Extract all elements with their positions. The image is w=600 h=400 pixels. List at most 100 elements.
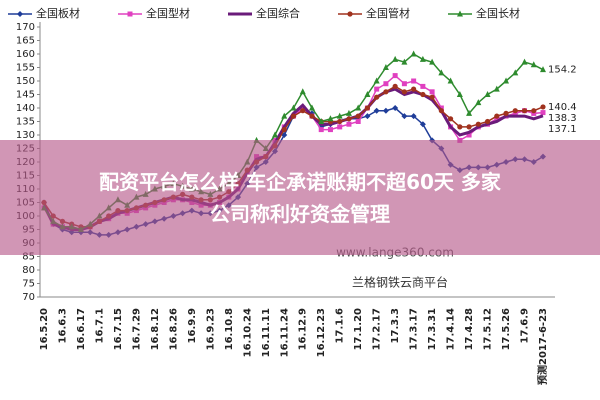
x-tick-label: 17.2.17 — [372, 308, 383, 350]
marker — [355, 104, 362, 111]
marker — [401, 81, 407, 87]
legend-label: 全国型材 — [146, 6, 190, 20]
end-value-label: 138.3 — [548, 113, 577, 124]
watermark-brand: 兰格钢铁云商平台 — [352, 275, 448, 290]
marker — [503, 77, 510, 84]
y-tick-label: 80 — [22, 265, 35, 276]
x-tick-label: 16.8.12 — [150, 308, 161, 350]
marker — [438, 108, 444, 114]
marker — [327, 115, 334, 122]
marker — [429, 94, 435, 100]
marker — [420, 91, 426, 98]
marker — [281, 127, 287, 133]
y-tick-label: 130 — [16, 130, 35, 141]
marker — [364, 105, 371, 111]
y-tick-label: 85 — [22, 252, 35, 263]
marker — [466, 132, 472, 138]
x-tick-label: 17.4.14 — [446, 308, 457, 350]
x-tick-label: 16.6.3 — [57, 308, 68, 343]
x-tick-label: 17.4.28 — [464, 308, 475, 350]
x-tick-label: 17.5.26 — [501, 308, 512, 350]
marker — [346, 116, 352, 122]
y-tick-label: 170 — [16, 22, 35, 33]
marker — [392, 73, 398, 79]
marker — [475, 99, 482, 106]
x-tick-label: 17.1.20 — [353, 308, 364, 350]
marker — [429, 89, 435, 95]
x-tick-label: 16.5.20 — [39, 308, 50, 350]
marker — [373, 77, 380, 84]
end-value-label: 137.1 — [548, 124, 577, 135]
marker — [531, 110, 537, 116]
marker — [411, 78, 417, 84]
marker — [419, 121, 426, 128]
y-tick-label: 150 — [16, 76, 35, 87]
marker — [300, 108, 306, 114]
marker — [503, 110, 509, 116]
x-tick-label: 预测2017-6-23 — [536, 308, 549, 385]
end-value-label: 154.2 — [548, 65, 577, 76]
marker — [290, 104, 297, 111]
marker — [392, 55, 399, 62]
marker — [512, 110, 518, 116]
x-tick-label: 16.12.9 — [298, 308, 309, 350]
y-tick-label: 145 — [16, 90, 35, 101]
marker — [530, 61, 537, 68]
marker — [494, 113, 500, 119]
marker — [512, 108, 518, 114]
legend-marker — [17, 11, 23, 17]
marker — [299, 88, 306, 95]
marker — [466, 109, 473, 116]
marker — [383, 81, 389, 87]
marker — [382, 107, 389, 114]
end-value-label: 140.4 — [548, 102, 577, 113]
marker — [447, 77, 454, 84]
banner-text: 配资平台怎么样 车企承诺账期不超60天 多家公司称利好资金管理 — [99, 170, 502, 226]
marker — [308, 104, 315, 111]
marker — [300, 105, 306, 111]
y-tick-label: 165 — [16, 36, 35, 47]
marker — [420, 83, 426, 89]
x-tick-label: 16.10.8 — [224, 308, 235, 350]
y-tick-label: 140 — [16, 103, 35, 114]
marker — [493, 85, 500, 92]
x-tick-label: 16.6.17 — [76, 308, 87, 350]
marker — [521, 58, 528, 65]
marker — [346, 121, 352, 127]
x-tick-label: 17.1.6 — [335, 308, 346, 343]
marker — [521, 108, 528, 114]
x-tick-label: 16.7.29 — [131, 308, 142, 350]
banner — [0, 140, 600, 255]
marker — [456, 91, 463, 97]
legend-label: 全国综合 — [256, 6, 300, 20]
marker — [410, 50, 417, 57]
x-tick-label: 16.10.24 — [242, 308, 253, 357]
x-tick-label: 16.7.15 — [113, 308, 124, 350]
marker — [484, 91, 491, 97]
legend-marker — [127, 11, 133, 17]
marker — [327, 127, 333, 133]
legend-marker — [457, 10, 463, 17]
x-tick-label: 16.8.26 — [168, 308, 179, 350]
marker — [364, 91, 371, 97]
marker — [475, 121, 481, 127]
marker — [337, 118, 343, 125]
x-tick-label: 16.9.23 — [205, 308, 216, 350]
marker — [374, 94, 380, 100]
x-tick-label: 16.12.23 — [316, 308, 327, 357]
marker — [345, 109, 352, 116]
marker — [373, 107, 380, 114]
marker — [392, 105, 399, 111]
marker — [438, 69, 445, 76]
x-tick-label: 17.6.9 — [520, 308, 531, 343]
marker — [281, 112, 288, 119]
x-tick-label: 16.11.11 — [261, 308, 272, 357]
marker — [429, 58, 436, 65]
marker — [383, 89, 389, 95]
y-tick-label: 160 — [16, 49, 35, 60]
marker — [364, 113, 371, 120]
marker — [355, 119, 361, 124]
marker — [401, 58, 408, 65]
marker — [355, 113, 361, 119]
